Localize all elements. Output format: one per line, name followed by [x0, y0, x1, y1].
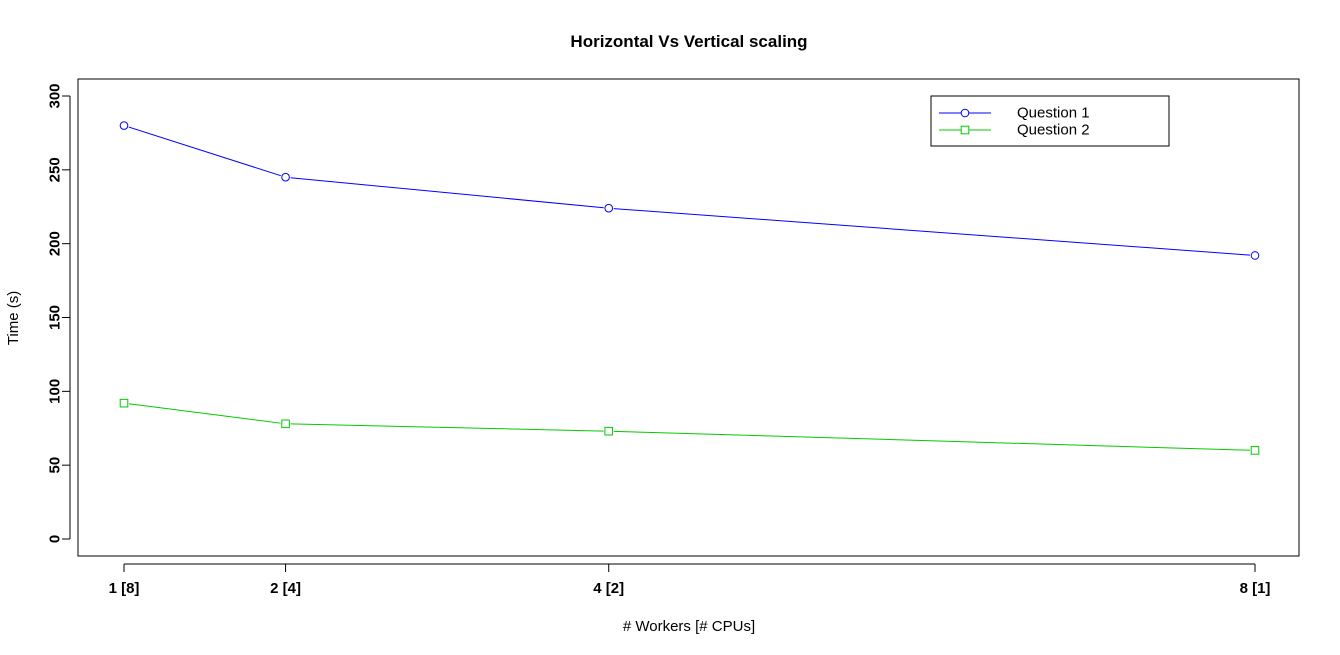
data-point — [1250, 446, 1260, 455]
series-line-segment — [128, 403, 281, 424]
chart-title: Horizontal Vs Vertical scaling — [570, 32, 807, 51]
legend-label: Question 2 — [1017, 122, 1090, 139]
x-tick-label: 4 [2] — [593, 580, 624, 597]
data-point — [119, 121, 129, 130]
data-point — [1250, 251, 1260, 260]
series-line-segment — [128, 126, 281, 177]
x-tick-label: 2 [4] — [270, 580, 301, 597]
plot-frame — [77, 78, 1300, 557]
y-tick-label: 200 — [47, 231, 64, 256]
x-tick-label: 8 [1] — [1240, 580, 1271, 597]
series-line-segment — [613, 430, 1251, 451]
x-axis: 1 [8] 2 [4] 4 [2] 8 [1] — [109, 563, 1271, 597]
legend-marker — [960, 108, 970, 118]
y-axis: 0 50 100 150 200 250 300 — [47, 83, 71, 543]
legend-label: Question 1 — [1017, 105, 1090, 122]
data-point — [281, 172, 290, 182]
series-line-segment — [290, 423, 604, 432]
data-point — [119, 398, 129, 408]
series-1 — [119, 121, 1260, 260]
y-tick-label: 50 — [47, 457, 64, 474]
y-tick-label: 100 — [47, 379, 64, 404]
series-line-segment — [290, 177, 604, 209]
y-axis-title: Time (s) — [5, 291, 22, 345]
legend-box — [930, 95, 1170, 147]
y-tick-label: 150 — [47, 305, 64, 330]
legend-marker — [960, 125, 970, 135]
y-tick-label: 300 — [47, 83, 64, 108]
series-2 — [119, 398, 1260, 455]
series-layer — [119, 121, 1260, 455]
y-tick-label: 250 — [47, 157, 64, 182]
data-point — [604, 203, 614, 213]
series-line-segment — [613, 208, 1251, 256]
x-axis-title: # Workers [# CPUs] — [623, 618, 755, 635]
x-tick-label: 1 [8] — [109, 580, 140, 597]
data-point — [281, 419, 290, 429]
data-point — [604, 426, 614, 436]
y-tick-label: 0 — [47, 535, 64, 543]
